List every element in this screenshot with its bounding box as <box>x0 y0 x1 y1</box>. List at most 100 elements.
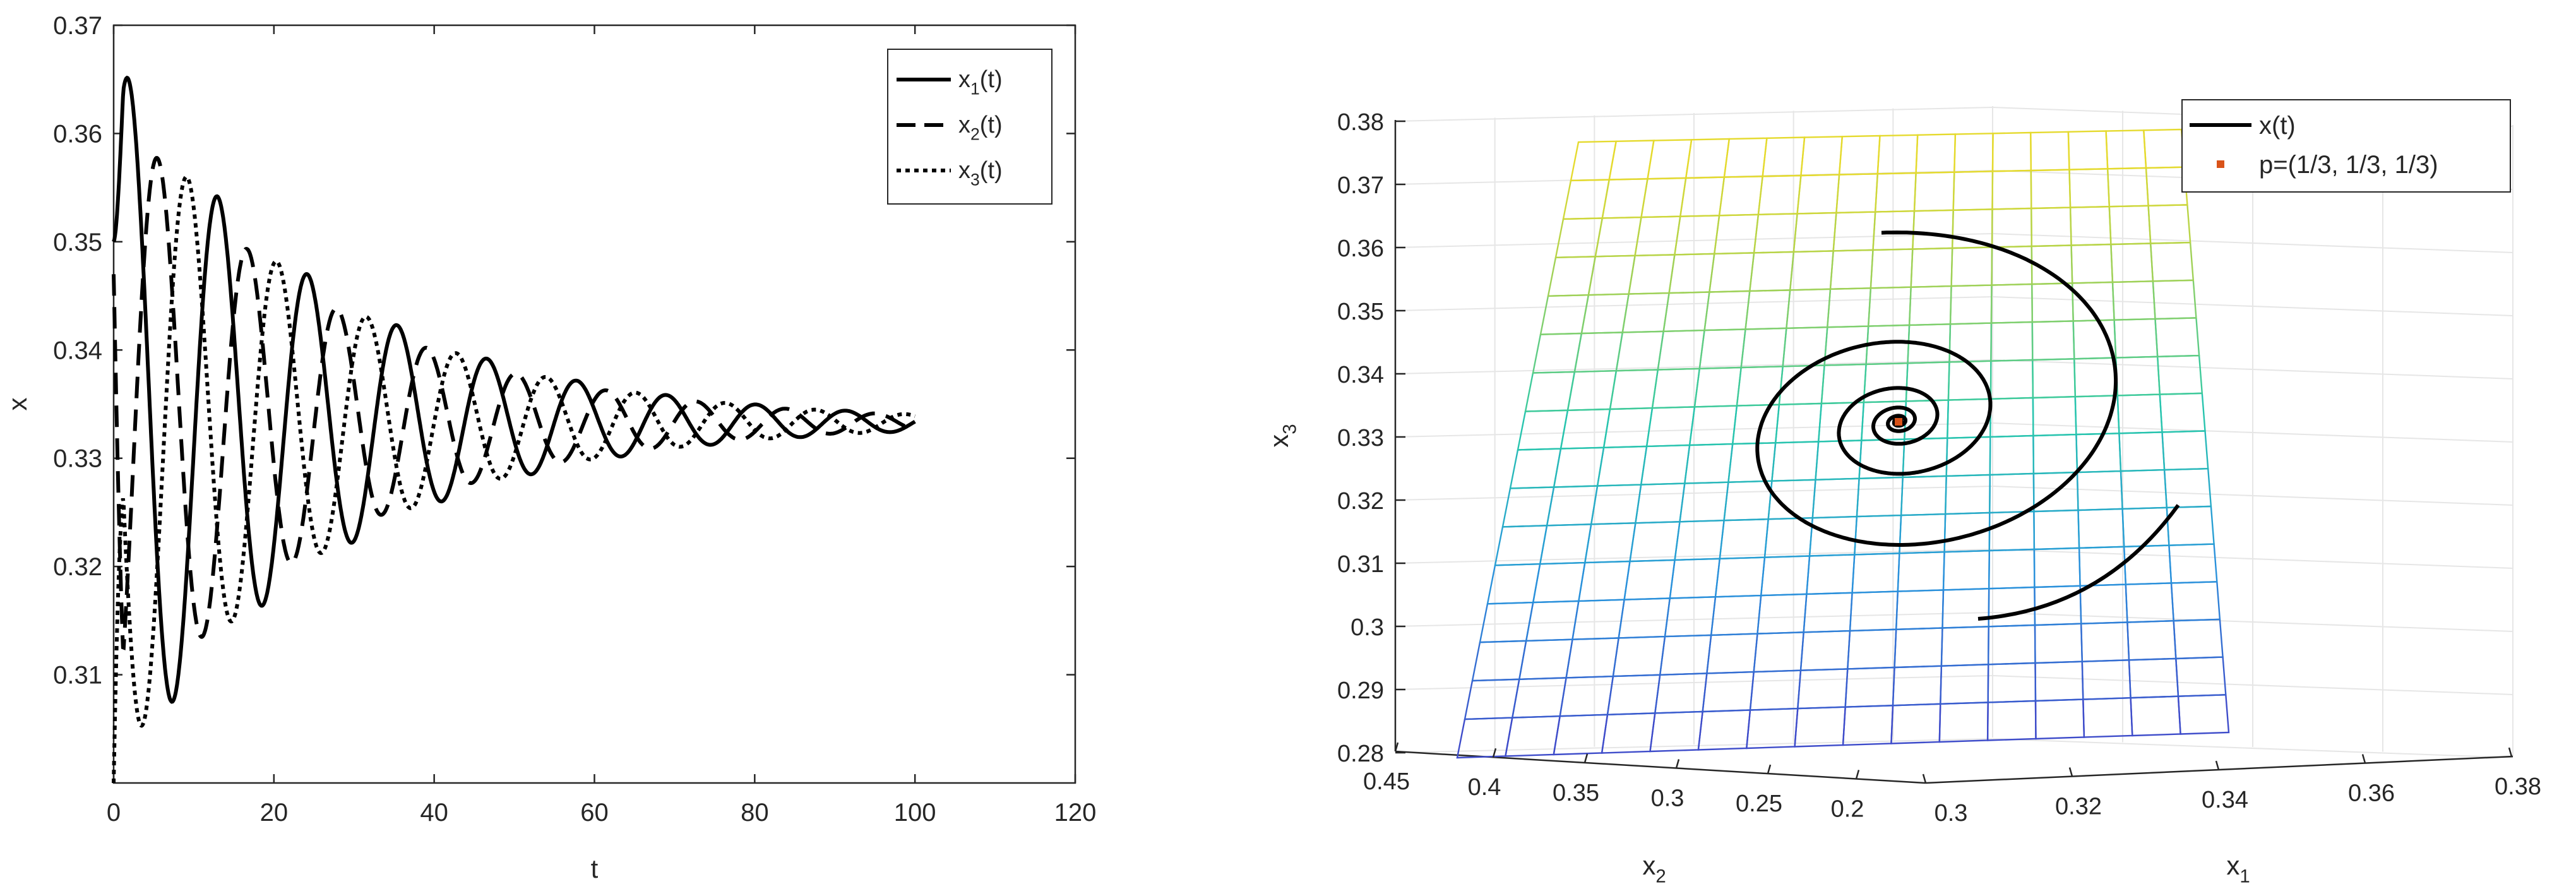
surface-cell <box>1895 589 1945 631</box>
x1-tick-label: 0.34 <box>2202 787 2248 813</box>
equilibrium-point <box>1895 418 1902 426</box>
surface-cell <box>1940 626 1989 667</box>
x2-tick-label: 0.4 <box>1468 774 1501 801</box>
z-tick-label: 0.29 <box>1337 678 1384 704</box>
surface-cell <box>1832 211 1876 252</box>
surface-cell <box>1559 675 1614 717</box>
surface-cell <box>1938 702 1989 743</box>
surface-cell <box>1941 587 1990 629</box>
surface-cell <box>2159 392 2206 433</box>
surface-cell <box>1803 592 1853 633</box>
phase-portrait-3d-chart: 0.28 0.29 0.3 0.31 0.32 0.33 0.34 0.35 0.36 0.37 0… <box>1264 99 2541 887</box>
z-tick-label: 0.31 <box>1337 551 1384 578</box>
surface-cell <box>1740 327 1787 369</box>
surface-cell <box>1710 594 1762 636</box>
surface-cell <box>1654 672 1708 714</box>
surface-cell <box>1668 253 1715 294</box>
surface-cell <box>1601 178 1649 219</box>
surface-cell <box>2114 355 2161 397</box>
z-tick-label: 0.28 <box>1337 741 1384 767</box>
surface-cell <box>2067 130 2109 170</box>
surface-cell <box>2081 659 2132 700</box>
z-tick-label: 0.32 <box>1337 488 1384 515</box>
surface-cell <box>2077 508 2125 549</box>
surface-cell <box>1594 216 1642 258</box>
surface-cell <box>1987 662 2037 703</box>
surface-cell <box>2175 656 2227 697</box>
surface-cell <box>1573 332 1624 373</box>
surface-cell <box>1651 367 1701 409</box>
surface-cell <box>1731 403 1780 445</box>
surface-cell <box>1844 666 1895 708</box>
surface-cell <box>1504 715 1561 757</box>
surface-cell <box>1952 170 1994 212</box>
surface-cell <box>2106 167 2149 208</box>
surface-cell <box>1988 586 2036 628</box>
surface-cell <box>1950 246 1993 287</box>
z-tick-label: 0.36 <box>1337 236 1384 262</box>
legend-label-trajectory: x(t) <box>2259 112 2296 140</box>
x1-tick <box>2068 767 2073 777</box>
surface-cell <box>1565 637 1620 679</box>
x2-tick-label: 0.25 <box>1736 791 1782 817</box>
surface-cell <box>1990 321 2034 362</box>
surface-cell <box>2154 317 2200 358</box>
surface-cell <box>1635 482 1686 524</box>
surface-cell <box>1647 139 1693 180</box>
x1-tick <box>1922 774 1927 784</box>
surface-cell <box>1872 210 1916 251</box>
surface-cell <box>1713 213 1760 255</box>
surface-cell <box>1991 131 2032 172</box>
z-tick-label: 0.34 <box>1337 362 1384 388</box>
surface-cell <box>1908 285 1952 326</box>
surface-cell <box>1664 596 1717 638</box>
x1-tick <box>2361 754 2366 763</box>
surface-cell <box>1553 446 1605 488</box>
surface-cell <box>2128 657 2179 699</box>
surface-cell <box>2069 205 2112 246</box>
x-tick-label: 0 <box>107 799 121 827</box>
surface-cell <box>1532 561 1586 604</box>
surface-cell <box>1869 248 1914 289</box>
surface-cell <box>2033 509 2080 551</box>
surface-cell <box>1583 522 1637 564</box>
surface-cell <box>1606 674 1661 716</box>
surface-cell <box>2173 618 2224 660</box>
surface-cell <box>2108 205 2152 246</box>
surface-cell <box>1987 624 2036 666</box>
surface-cell <box>1706 633 1758 674</box>
surface-cell <box>1571 599 1625 640</box>
surface-cell <box>1517 409 1569 451</box>
surface-cell <box>1708 252 1755 293</box>
surface-cell <box>1590 484 1642 525</box>
surface-cell <box>1988 548 2036 590</box>
surface-cell <box>2070 243 2114 284</box>
surface-cell <box>1640 444 1691 486</box>
surface-cell <box>1876 134 1919 175</box>
surface-cell <box>2032 358 2077 399</box>
surface-cell <box>1501 486 1555 528</box>
surface-cell <box>1596 445 1648 487</box>
surface-cell <box>1842 705 1894 746</box>
surface-cell <box>2147 204 2191 244</box>
surface-cell <box>1602 407 1654 449</box>
surface-cell <box>2130 695 2181 737</box>
surface-cell <box>1762 136 1806 177</box>
surface-cell <box>2032 433 2078 475</box>
surface-cell <box>1893 627 1943 669</box>
surface-cell <box>1910 247 1953 288</box>
surface-cell <box>1757 174 1802 216</box>
surface-cell <box>1760 555 1811 597</box>
x-tick-label: 80 <box>741 799 769 827</box>
surface-cell <box>1587 254 1637 296</box>
surface-cell <box>1851 553 1900 594</box>
surface-cell <box>2033 547 2081 588</box>
trajectory-tail <box>1977 504 2180 621</box>
surface-cell <box>1464 678 1520 720</box>
surface-cell <box>1479 601 1534 643</box>
surface-cell <box>2161 430 2209 471</box>
surface-cell <box>1753 213 1798 254</box>
surface-cell <box>1697 709 1751 751</box>
surface-cell <box>1811 477 1860 519</box>
